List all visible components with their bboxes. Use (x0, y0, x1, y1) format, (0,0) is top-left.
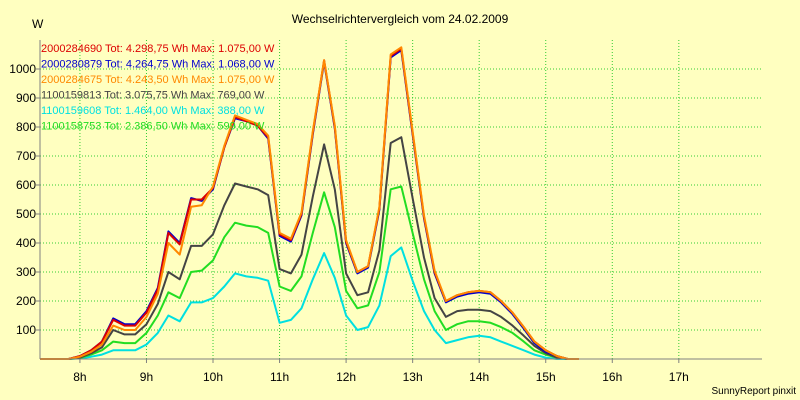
x-tick-label: 10h (203, 370, 223, 384)
series-lines (40, 46, 579, 360)
y-tick-label: 500 (16, 207, 36, 221)
plot-area (40, 40, 762, 359)
y-tick-label: 700 (16, 149, 36, 163)
y-tick-label: 200 (16, 294, 36, 308)
series-line-1100158753 (40, 185, 579, 360)
series-line-1100159813 (40, 136, 579, 360)
y-axis: 100 200 300 400 500 600 700 800 900 1000 (9, 62, 40, 337)
footer-credit: SunnyReport pinxit (712, 386, 797, 397)
legend-entry-2000284675: 2000284675 Tot: 4.243,50 Wh Max: 1.075,0… (41, 74, 275, 86)
chart-title: Wechselrichtervergleich vom 24.02.2009 (292, 12, 509, 26)
x-tick-label: 9h (140, 370, 153, 384)
y-tick-label: 100 (16, 323, 36, 337)
x-tick-label: 13h (403, 370, 423, 384)
legend-entry-2000284690: 2000284690 Tot: 4.298,75 Wh Max: 1.075,0… (41, 43, 275, 55)
y-tick-label: 900 (16, 91, 36, 105)
y-axis-unit: W (32, 17, 44, 31)
legend: 2000284690 Tot: 4.298,75 Wh Max: 1.075,0… (41, 43, 275, 133)
y-tick-label: 1000 (9, 62, 36, 76)
x-tick-label: 8h (73, 370, 86, 384)
y-tick-label: 800 (16, 120, 36, 134)
series-line-2000284675 (40, 46, 579, 360)
x-tick-label: 17h (669, 370, 689, 384)
x-axis: 8h 9h 10h 11h 12h 13h 14h 15h 16h 17h (73, 359, 689, 384)
series-line-1100159608 (40, 246, 579, 360)
legend-entry-2000280879: 2000280879 Tot: 4.264,75 Wh Max: 1.068,0… (41, 59, 275, 71)
legend-entry-1100159608: 1100159608 Tot: 1.464,00 Wh Max: 388,00 … (41, 105, 265, 117)
x-tick-label: 12h (336, 370, 356, 384)
x-tick-label: 16h (602, 370, 622, 384)
x-tick-label: 15h (536, 370, 556, 384)
legend-entry-1100159813: 1100159813 Tot: 3.075,75 Wh Max: 769,00 … (41, 90, 265, 102)
x-tick-label: 11h (270, 370, 289, 384)
legend-entry-1100158753: 1100158753 Tot: 2.386,50 Wh Max: 599,00 … (41, 121, 265, 133)
y-tick-label: 300 (16, 265, 36, 279)
x-tick-label: 14h (469, 370, 489, 384)
y-tick-label: 400 (16, 236, 36, 250)
y-tick-label: 600 (16, 178, 36, 192)
